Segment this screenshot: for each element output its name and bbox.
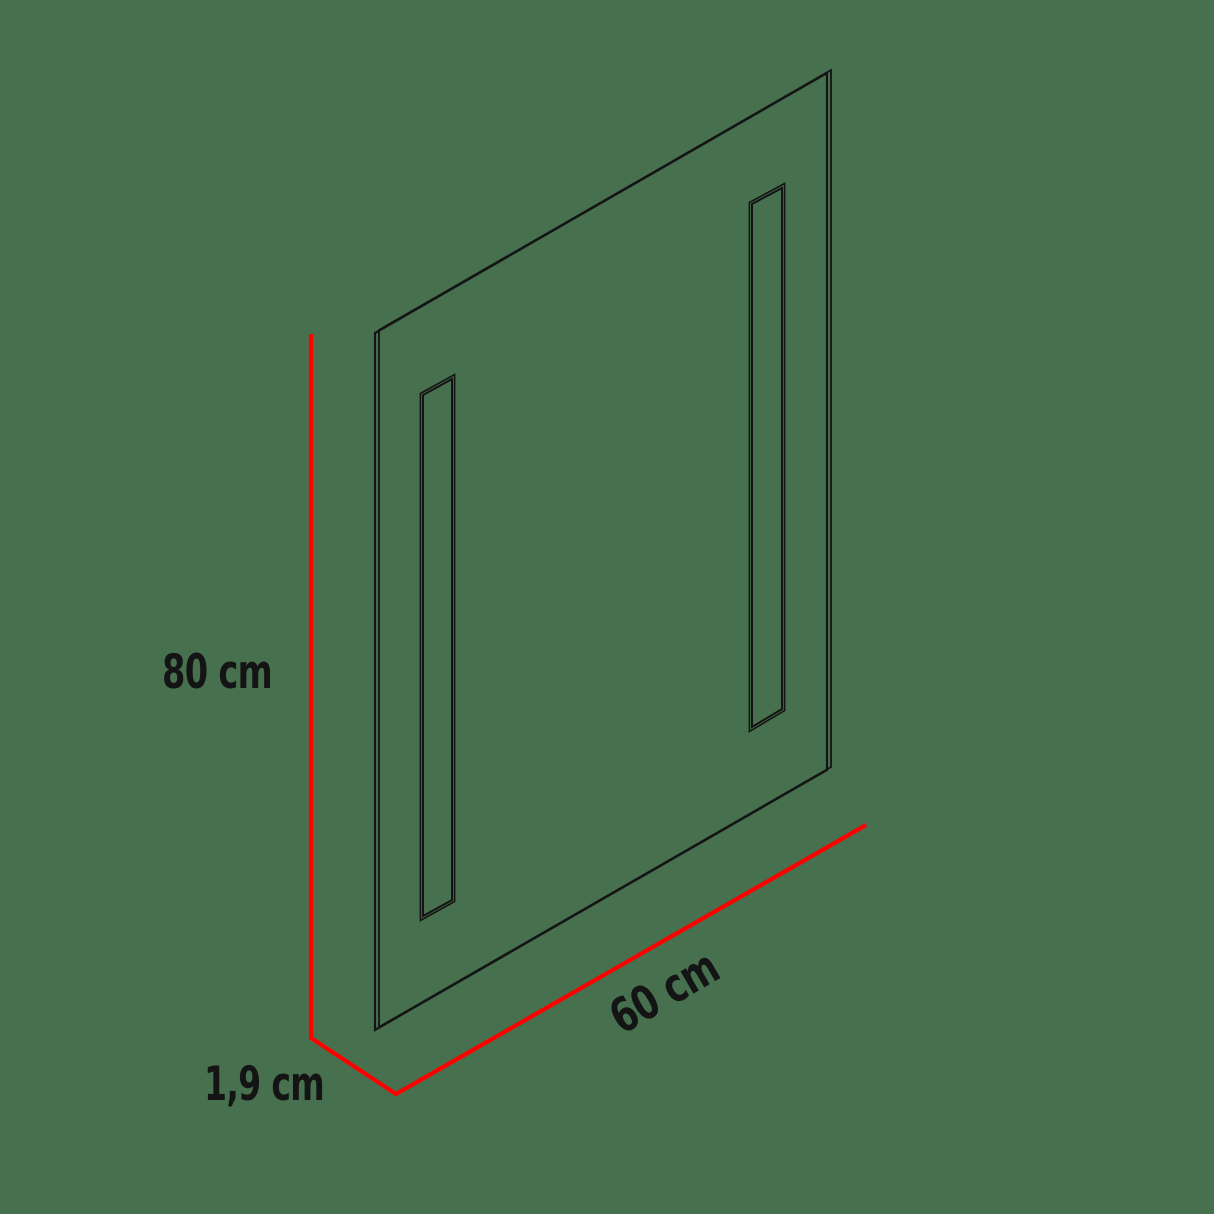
- height-dimension-label: 80 cm: [162, 645, 272, 700]
- width-dimension-label: 60 cm: [600, 940, 728, 1046]
- led-strip-left-inner-edge: [422, 377, 453, 918]
- depth-dimension-label: 1,9 cm: [204, 1057, 324, 1112]
- led-strip-right-inner-edge: [751, 186, 783, 729]
- led-strip-right: [748, 182, 786, 733]
- led-strip-right-outer-edge: [748, 182, 786, 733]
- dimension-lines: [308, 334, 868, 1097]
- mirror-panel: [373, 68, 832, 1032]
- led-strip-left: [419, 373, 456, 922]
- mirror-front-face: [373, 71, 829, 1032]
- led-strip-left-outer-edge: [419, 373, 456, 922]
